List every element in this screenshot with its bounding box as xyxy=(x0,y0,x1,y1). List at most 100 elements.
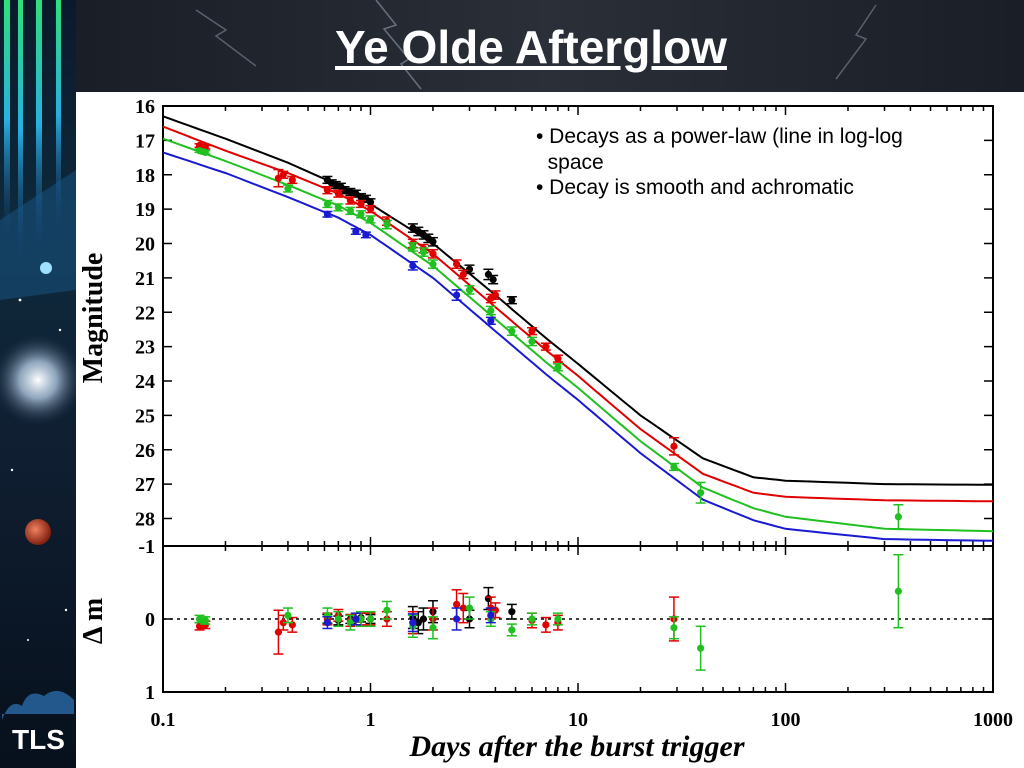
y-tick-label: -1 xyxy=(138,536,155,558)
data-point xyxy=(366,198,375,206)
data-point xyxy=(459,270,467,279)
y-tick-label: 17 xyxy=(135,130,155,152)
data-point xyxy=(508,608,516,616)
data-point xyxy=(383,220,391,229)
y-tick-label: 0 xyxy=(145,609,155,631)
data-point xyxy=(323,619,332,627)
bullet-item: • Decay is smooth and achromatic xyxy=(536,176,854,200)
data-point xyxy=(288,176,296,184)
data-point xyxy=(357,615,365,623)
data-point xyxy=(894,587,902,595)
data-point xyxy=(670,624,678,632)
decorative-sky-strip: TLS xyxy=(0,0,76,768)
data-point xyxy=(453,291,461,299)
data-point xyxy=(429,624,437,632)
data-point xyxy=(409,243,417,251)
data-point xyxy=(409,224,417,232)
data-point xyxy=(334,190,342,198)
y-tick-label: 28 xyxy=(135,509,155,531)
data-point xyxy=(419,615,428,623)
model-curve xyxy=(162,115,994,486)
data-point xyxy=(201,148,209,157)
data-point xyxy=(542,343,550,351)
data-point xyxy=(489,275,497,284)
data-point xyxy=(528,327,536,335)
data-point xyxy=(508,327,516,335)
data-point xyxy=(195,147,204,155)
slide-title: Ye Olde Afterglow xyxy=(335,21,727,73)
data-point xyxy=(670,442,678,450)
x-tick-label: 1000 xyxy=(973,709,1013,731)
data-point xyxy=(528,337,536,346)
y-tick-label: 18 xyxy=(135,165,155,187)
data-point xyxy=(284,611,292,619)
data-point xyxy=(465,265,474,273)
y-tick-label: 19 xyxy=(135,199,155,221)
data-point xyxy=(352,615,360,623)
y-axis-label-delta-m: Δ m xyxy=(78,598,109,644)
data-point xyxy=(554,355,562,363)
data-point xyxy=(508,626,516,634)
data-point xyxy=(334,615,342,623)
data-point xyxy=(346,207,354,215)
data-point xyxy=(487,611,495,619)
data-point xyxy=(352,227,360,236)
y-tick-label: 22 xyxy=(135,302,155,324)
y-tick-label: 24 xyxy=(135,371,155,393)
bullet-item: • Decays as a power-law (line in log-log… xyxy=(536,125,903,174)
data-point xyxy=(323,186,332,194)
decorative-sky-art xyxy=(0,0,76,720)
x-axis-label: Days after the burst trigger xyxy=(408,730,744,763)
data-point xyxy=(554,363,562,371)
chart-panel xyxy=(76,92,1024,768)
tls-logo: TLS xyxy=(12,724,65,755)
data-point xyxy=(697,489,705,497)
y-tick-label: 26 xyxy=(135,440,155,462)
data-point xyxy=(414,227,422,236)
data-point xyxy=(323,210,332,218)
y-tick-label: 25 xyxy=(135,405,155,427)
lightning-decoration xyxy=(195,0,877,90)
data-point xyxy=(366,205,375,213)
data-point xyxy=(357,200,365,208)
title-bar xyxy=(76,0,1024,92)
y-tick-label: 20 xyxy=(135,234,155,256)
data-point xyxy=(352,190,360,198)
data-point xyxy=(429,238,437,246)
model-curve xyxy=(162,137,994,533)
y-tick-label: 16 xyxy=(135,96,155,118)
y-tick-label: 23 xyxy=(135,337,155,359)
y-tick-label: 21 xyxy=(135,268,155,290)
data-point xyxy=(670,463,678,471)
data-point xyxy=(487,306,495,315)
data-point xyxy=(487,317,495,325)
data-point xyxy=(409,619,417,627)
data-point xyxy=(419,248,428,256)
data-point xyxy=(357,210,365,218)
data-point xyxy=(284,184,292,193)
data-point xyxy=(366,615,375,623)
data-point xyxy=(508,296,516,304)
data-point xyxy=(366,215,375,224)
data-point xyxy=(491,291,500,299)
x-tick-label: 0.1 xyxy=(151,709,176,731)
x-tick-label: 1 xyxy=(366,709,376,731)
data-point xyxy=(383,606,391,614)
data-point xyxy=(453,600,461,609)
data-point xyxy=(484,270,493,279)
data-point xyxy=(362,231,370,239)
data-point xyxy=(195,141,204,150)
data-point xyxy=(465,604,474,612)
data-point xyxy=(201,616,209,625)
data-point xyxy=(697,644,705,652)
data-point xyxy=(453,615,461,623)
x-tick-label: 100 xyxy=(771,709,801,731)
x-tick-label: 10 xyxy=(568,709,588,731)
data-point xyxy=(414,619,422,627)
residual-plot: 0.1 1 10 100 1000 -1 0 1 xyxy=(138,536,1013,731)
data-point xyxy=(554,615,562,623)
y-tick-label: 1 xyxy=(145,682,155,704)
data-point xyxy=(346,196,354,205)
data-point xyxy=(429,250,437,258)
